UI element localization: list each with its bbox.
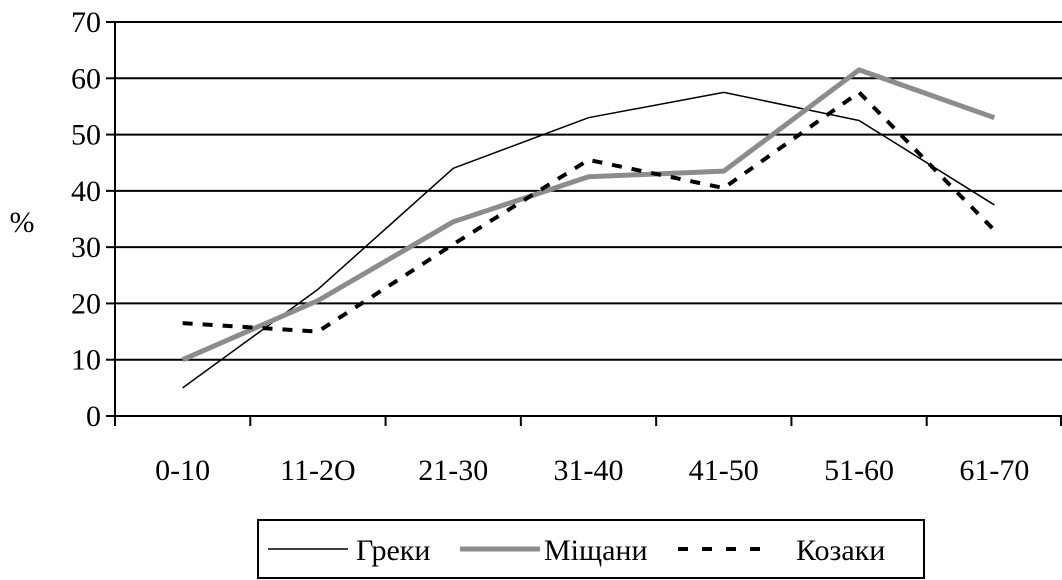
x-tick-label: 31-40 [554,454,624,487]
legend-label: Міщани [544,534,648,567]
x-tick-label: 51-60 [824,454,894,487]
y-axis-label: % [10,206,35,239]
legend: Греки Міщани Козаки [257,519,925,579]
legend-label: Греки [356,534,430,567]
legend-box [257,519,925,579]
axes [114,22,1062,417]
grid [115,21,1062,361]
series-lines [181,67,996,389]
x-tick-label: 61-70 [959,454,1029,487]
x-tick-label: 11-2O [280,454,356,487]
series-line-1 [182,91,995,389]
series-line-2 [181,67,996,363]
x-tick-label: 21-30 [418,454,488,487]
legend-label: Козаки [796,534,885,567]
y-tick-label: 0 [86,400,101,433]
x-tick-label: 0-10 [155,454,210,487]
y-tick-label: 60 [71,62,101,95]
y-tick-label: 30 [71,231,101,264]
y-tick-label: 20 [71,287,101,320]
y-tick-label: 40 [71,175,101,208]
x-axis-ticks: 0-10 11-2O 21-30 31-40 41-50 51-60 61-70 [114,416,1062,487]
y-tick-label: 50 [71,119,101,152]
y-axis-ticks: 0 10 20 30 40 50 60 70 [71,6,115,433]
x-tick-label: 41-50 [689,454,759,487]
y-tick-label: 10 [71,344,101,377]
y-tick-label: 70 [71,6,101,39]
